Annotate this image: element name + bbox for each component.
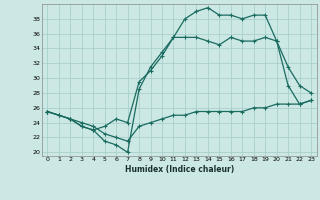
X-axis label: Humidex (Indice chaleur): Humidex (Indice chaleur) xyxy=(124,165,234,174)
